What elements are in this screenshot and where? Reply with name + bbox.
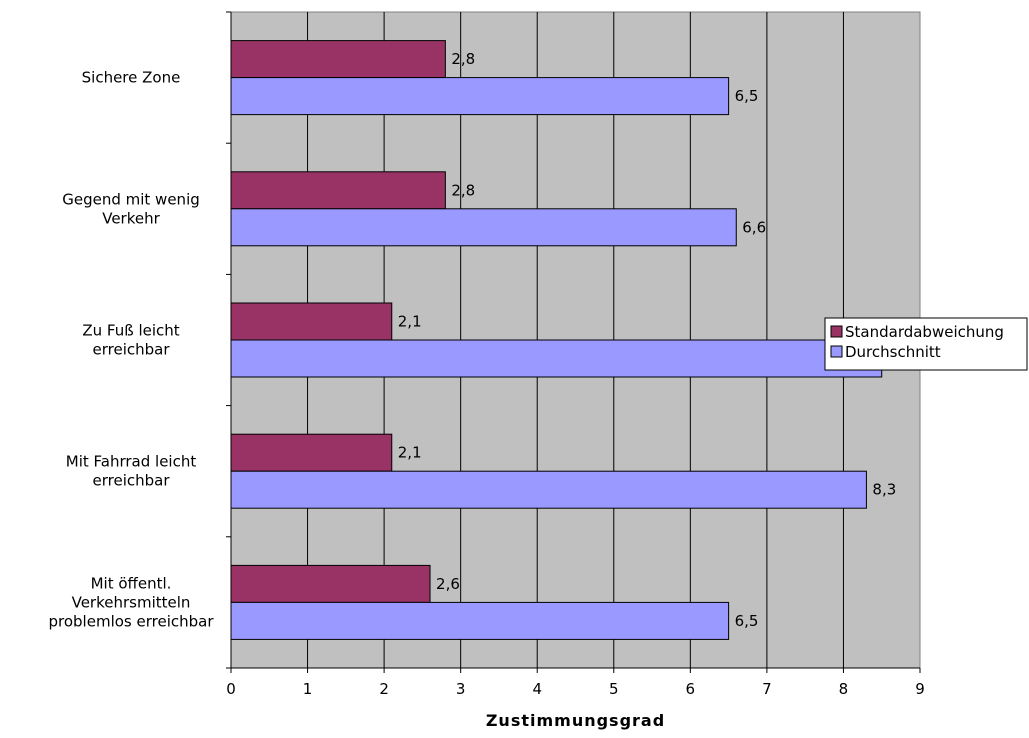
x-tick-label-5: 5 bbox=[609, 680, 619, 698]
data-label-stdabw-3: 2,1 bbox=[398, 444, 422, 462]
x-tick-label-0: 0 bbox=[226, 680, 236, 698]
bar-durchschnitt-1 bbox=[230, 208, 737, 247]
legend-swatch-durchschnitt bbox=[830, 345, 843, 358]
category-label-1: Gegend mit wenig Verkehr bbox=[62, 190, 200, 227]
legend-swatch-stdabw bbox=[830, 325, 843, 338]
data-label-durchschnitt-3: 8,3 bbox=[872, 481, 896, 499]
bar-durchschnitt-2 bbox=[230, 339, 883, 378]
category-label-0: Sichere Zone bbox=[82, 69, 181, 87]
legend-label-durchschnitt: Durchschnitt bbox=[845, 343, 941, 361]
data-label-durchschnitt-4: 6,5 bbox=[735, 612, 759, 630]
x-tick-label-2: 2 bbox=[379, 680, 389, 698]
bar-stdabw-0 bbox=[230, 40, 446, 79]
x-tick-label-7: 7 bbox=[762, 680, 772, 698]
category-label-4: Mit öffentl. Verkehrsmitteln problemlos er… bbox=[49, 574, 215, 630]
x-tick-label-6: 6 bbox=[686, 680, 696, 698]
category-label-2: Zu Fuß leicht erreichbar bbox=[82, 322, 179, 359]
x-axis-title: Zustimmungsgrad bbox=[486, 711, 665, 730]
x-tick-label-8: 8 bbox=[839, 680, 849, 698]
bar-stdabw-1 bbox=[230, 171, 446, 210]
x-tick-label-4: 4 bbox=[532, 680, 542, 698]
category-label-3: Mit Fahrrad leicht erreichbar bbox=[66, 453, 197, 490]
data-label-stdabw-0: 2,8 bbox=[451, 50, 475, 68]
x-tick-label-9: 9 bbox=[915, 680, 925, 698]
bar-durchschnitt-0 bbox=[230, 77, 730, 116]
bar-stdabw-3 bbox=[230, 433, 393, 472]
data-label-durchschnitt-1: 6,6 bbox=[742, 218, 766, 236]
bar-durchschnitt-3 bbox=[230, 470, 867, 509]
bar-durchschnitt-4 bbox=[230, 601, 730, 640]
legend-label-stdabw: Standardabweichung bbox=[845, 323, 1004, 341]
legend bbox=[824, 317, 1028, 371]
x-tick-label-3: 3 bbox=[456, 680, 466, 698]
data-label-durchschnitt-0: 6,5 bbox=[735, 87, 759, 105]
x-tick-label-1: 1 bbox=[303, 680, 313, 698]
bar-stdabw-2 bbox=[230, 302, 393, 341]
data-label-stdabw-1: 2,8 bbox=[451, 181, 475, 199]
data-label-stdabw-4: 2,6 bbox=[436, 575, 460, 593]
bar-stdabw-4 bbox=[230, 564, 431, 603]
data-label-stdabw-2: 2,1 bbox=[398, 313, 422, 331]
